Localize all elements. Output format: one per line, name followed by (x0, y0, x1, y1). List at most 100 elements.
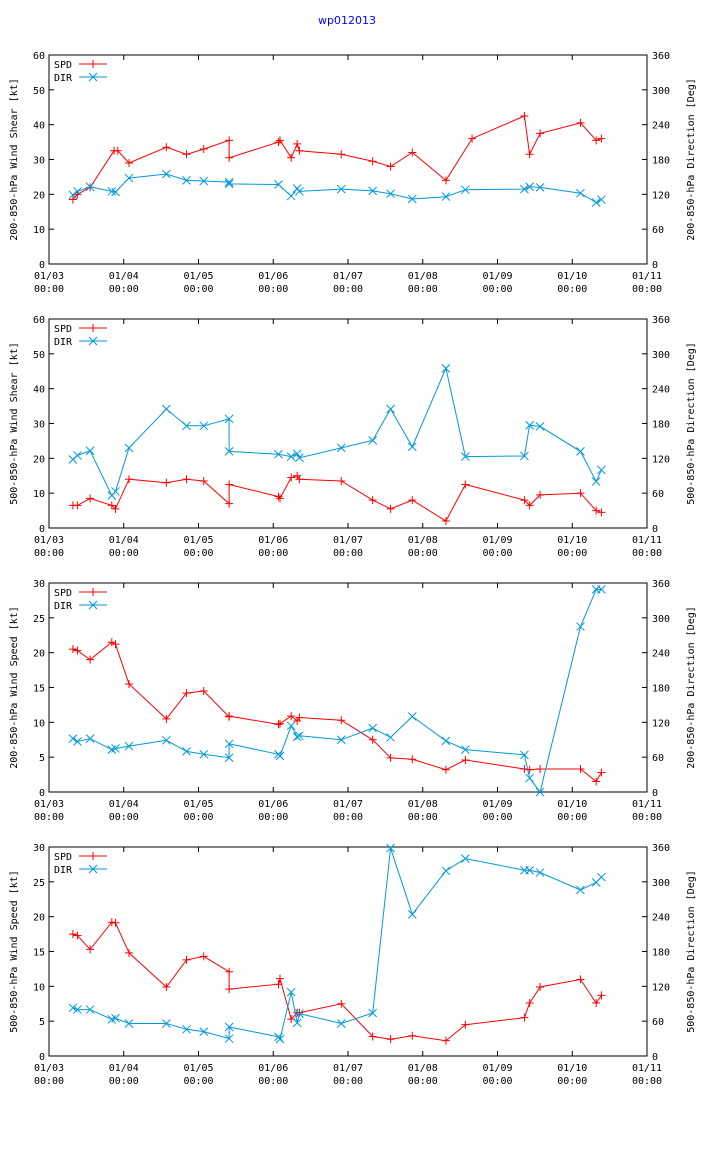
y-tick-label: 25 (33, 878, 45, 889)
x-tick-label-time: 00:00 (557, 1076, 587, 1087)
x-tick-label-date: 01/04 (109, 271, 139, 282)
data-point-dir (520, 451, 529, 461)
data-point-dir (68, 734, 78, 743)
y2-tick-label: 360 (652, 315, 670, 326)
x-tick-label-time: 00:00 (408, 1076, 438, 1087)
data-point-spd (441, 1036, 450, 1045)
data-point-dir (576, 188, 585, 198)
x-tick-label-time: 00:00 (258, 1076, 288, 1087)
data-point-spd (386, 753, 395, 762)
legend-label-dir: DIR (54, 337, 73, 348)
x-tick-label-time: 00:00 (632, 548, 662, 559)
data-point-dir (407, 194, 417, 204)
data-point-spd (576, 118, 585, 127)
data-point-spd (275, 974, 284, 983)
data-point-spd (337, 999, 346, 1008)
data-point-dir (525, 865, 534, 875)
x-tick-label-date: 01/11 (632, 1063, 662, 1074)
data-point-dir (111, 744, 120, 753)
y-tick-label: 0 (39, 524, 45, 535)
series-line-dir (72, 366, 602, 497)
data-point-spd (274, 138, 283, 147)
chart-panel-3: 05101520253006012018024030036001/0300:00… (9, 579, 697, 823)
y-tick-label: 40 (33, 121, 45, 132)
y-tick-label: 30 (33, 843, 45, 854)
x-tick-label-time: 00:00 (482, 1076, 512, 1087)
data-point-dir (591, 198, 601, 207)
data-point-spd (68, 930, 77, 939)
data-point-dir (535, 422, 545, 431)
data-point-dir (224, 177, 234, 187)
data-point-spd (111, 918, 120, 927)
data-point-spd (124, 158, 133, 167)
data-point-spd (113, 146, 122, 155)
data-point-dir (111, 1013, 120, 1023)
data-point-spd (199, 952, 208, 961)
data-point-dir (73, 1005, 82, 1014)
y2-axis-label: 500-850-hPa Direction [Deg] (686, 342, 697, 505)
data-point-spd (199, 476, 208, 485)
x-tick-label-date: 01/07 (333, 535, 363, 546)
data-point-spd (592, 999, 601, 1008)
y-tick-label: 5 (39, 753, 45, 764)
x-tick-label-date: 01/06 (258, 271, 288, 282)
data-point-dir (286, 721, 296, 731)
legend-label-spd: SPD (54, 588, 72, 599)
data-point-spd (368, 735, 377, 744)
data-point-spd (525, 999, 534, 1008)
data-point-spd (275, 719, 284, 728)
data-point-dir (368, 1008, 378, 1018)
data-point-dir (461, 745, 470, 754)
data-point-spd (274, 980, 283, 989)
legend-label-dir: DIR (54, 73, 73, 84)
data-point-dir (520, 184, 529, 194)
x-tick-label-date: 01/08 (408, 799, 438, 810)
y2-tick-label: 60 (652, 753, 664, 764)
x-tick-label-time: 00:00 (109, 284, 139, 295)
data-point-spd (295, 713, 304, 722)
data-point-spd (461, 480, 470, 489)
x-tick-label-time: 00:00 (333, 284, 363, 295)
legend-marker-dir (88, 72, 98, 82)
data-point-dir (275, 751, 285, 761)
data-point-dir (286, 191, 296, 201)
data-point-spd (592, 136, 601, 145)
data-point-dir (461, 854, 470, 863)
data-point-spd (468, 134, 477, 143)
data-point-spd (86, 945, 95, 954)
data-point-dir (182, 421, 191, 431)
data-point-dir (591, 477, 601, 486)
data-point-spd (107, 638, 116, 647)
data-point-spd (368, 496, 377, 505)
x-tick-label-time: 00:00 (258, 284, 288, 295)
x-tick-label-date: 01/06 (258, 1063, 288, 1074)
legend-marker-spd (89, 588, 97, 596)
x-tick-label-time: 00:00 (557, 812, 587, 823)
data-point-spd (525, 765, 534, 774)
y-tick-label: 10 (33, 225, 45, 236)
data-point-spd (225, 153, 234, 162)
y-tick-label: 20 (33, 190, 45, 201)
series-line-dir (72, 848, 602, 1041)
data-point-spd (386, 162, 395, 171)
data-point-spd (461, 755, 470, 764)
x-tick-label-time: 00:00 (34, 284, 64, 295)
data-point-spd (337, 476, 346, 485)
data-point-spd (576, 975, 585, 984)
y-axis-label: 200-850-hPa Wind Shear [kt] (9, 78, 20, 241)
data-point-dir (162, 735, 171, 745)
data-point-spd (124, 680, 133, 689)
y2-tick-label: 300 (652, 86, 670, 97)
data-point-dir (292, 1018, 302, 1028)
data-point-dir (461, 452, 470, 461)
data-point-dir (182, 1024, 191, 1034)
data-point-dir (368, 435, 378, 445)
x-tick-label-time: 00:00 (183, 1076, 213, 1087)
y-tick-label: 10 (33, 982, 45, 993)
data-point-spd (525, 150, 534, 159)
y2-tick-label: 60 (652, 1017, 664, 1028)
data-point-spd (225, 967, 234, 976)
data-point-dir (386, 733, 395, 742)
y-tick-label: 0 (39, 788, 45, 799)
